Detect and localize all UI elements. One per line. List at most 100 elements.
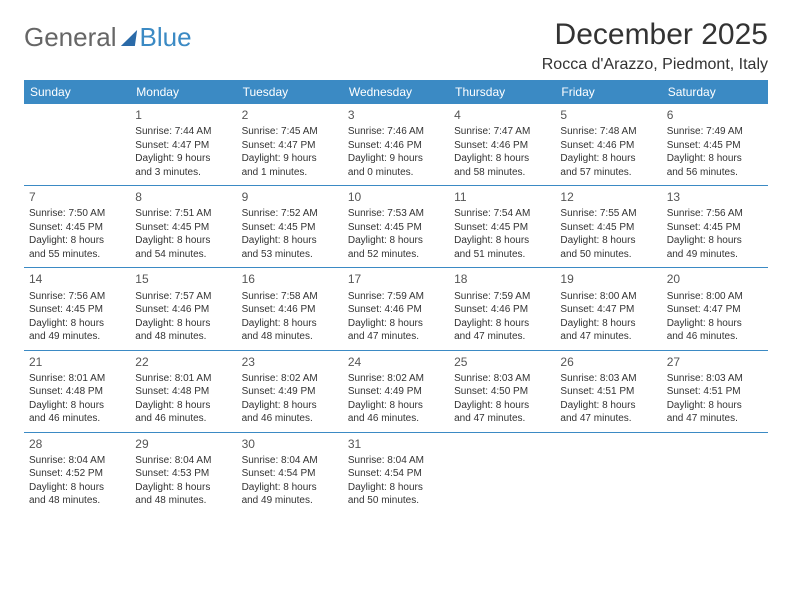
day-detail-line: and 46 minutes. <box>135 412 231 426</box>
day-detail-line: and 50 minutes. <box>348 494 444 508</box>
day-detail-line: Sunset: 4:45 PM <box>560 221 656 235</box>
calendar-head: SundayMondayTuesdayWednesdayThursdayFrid… <box>24 80 768 104</box>
day-number: 18 <box>454 271 550 287</box>
day-detail-line: Sunrise: 7:44 AM <box>135 125 231 139</box>
day-detail-line: Daylight: 8 hours <box>242 317 338 331</box>
day-detail-line: Daylight: 8 hours <box>29 399 125 413</box>
day-detail-line: and 46 minutes. <box>667 330 763 344</box>
day-detail-line: Sunset: 4:47 PM <box>667 303 763 317</box>
day-detail-line: Sunset: 4:45 PM <box>348 221 444 235</box>
calendar-day-empty <box>555 432 661 514</box>
day-detail-line: Sunrise: 7:49 AM <box>667 125 763 139</box>
day-detail-line: Daylight: 8 hours <box>29 234 125 248</box>
day-number: 4 <box>454 107 550 123</box>
calendar-day: 27Sunrise: 8:03 AMSunset: 4:51 PMDayligh… <box>662 350 768 432</box>
calendar-table: SundayMondayTuesdayWednesdayThursdayFrid… <box>24 80 768 514</box>
day-detail-line: and 48 minutes. <box>135 330 231 344</box>
day-detail-line: Sunrise: 8:03 AM <box>454 372 550 386</box>
day-detail-line: Sunset: 4:48 PM <box>29 385 125 399</box>
calendar-day-empty <box>449 432 555 514</box>
day-number: 8 <box>135 189 231 205</box>
calendar-day: 17Sunrise: 7:59 AMSunset: 4:46 PMDayligh… <box>343 268 449 350</box>
day-number: 29 <box>135 436 231 452</box>
calendar-day: 20Sunrise: 8:00 AMSunset: 4:47 PMDayligh… <box>662 268 768 350</box>
day-number: 28 <box>29 436 125 452</box>
day-detail-line: Sunset: 4:46 PM <box>348 303 444 317</box>
day-detail-line: Sunset: 4:48 PM <box>135 385 231 399</box>
day-detail-line: Sunset: 4:50 PM <box>454 385 550 399</box>
day-detail-line: Sunset: 4:46 PM <box>454 303 550 317</box>
day-number: 13 <box>667 189 763 205</box>
day-detail-line: Daylight: 8 hours <box>454 152 550 166</box>
day-detail-line: Sunrise: 7:52 AM <box>242 207 338 221</box>
calendar-day: 19Sunrise: 8:00 AMSunset: 4:47 PMDayligh… <box>555 268 661 350</box>
calendar-day: 6Sunrise: 7:49 AMSunset: 4:45 PMDaylight… <box>662 104 768 186</box>
calendar-week: 28Sunrise: 8:04 AMSunset: 4:52 PMDayligh… <box>24 432 768 514</box>
calendar-day: 25Sunrise: 8:03 AMSunset: 4:50 PMDayligh… <box>449 350 555 432</box>
day-detail-line: Sunset: 4:47 PM <box>135 139 231 153</box>
day-detail-line: Sunrise: 7:51 AM <box>135 207 231 221</box>
day-detail-line: Sunrise: 7:50 AM <box>29 207 125 221</box>
day-detail-line: and 47 minutes. <box>454 412 550 426</box>
day-detail-line: and 47 minutes. <box>454 330 550 344</box>
day-detail-line: Sunset: 4:45 PM <box>667 139 763 153</box>
calendar-body: 1Sunrise: 7:44 AMSunset: 4:47 PMDaylight… <box>24 104 768 514</box>
day-detail-line: and 47 minutes. <box>348 330 444 344</box>
calendar-day: 5Sunrise: 7:48 AMSunset: 4:46 PMDaylight… <box>555 104 661 186</box>
day-detail-line: Daylight: 8 hours <box>454 234 550 248</box>
day-detail-line: Daylight: 8 hours <box>29 317 125 331</box>
day-number: 26 <box>560 354 656 370</box>
day-detail-line: Sunset: 4:45 PM <box>135 221 231 235</box>
day-detail-line: Sunrise: 8:03 AM <box>560 372 656 386</box>
day-detail-line: Sunset: 4:49 PM <box>242 385 338 399</box>
day-detail-line: Sunset: 4:46 PM <box>348 139 444 153</box>
calendar-day: 8Sunrise: 7:51 AMSunset: 4:45 PMDaylight… <box>130 186 236 268</box>
location-subtitle: Rocca d'Arazzo, Piedmont, Italy <box>542 56 768 74</box>
day-detail-line: Sunset: 4:51 PM <box>560 385 656 399</box>
day-detail-line: Sunrise: 8:00 AM <box>560 290 656 304</box>
day-detail-line: Daylight: 8 hours <box>135 481 231 495</box>
calendar-day: 30Sunrise: 8:04 AMSunset: 4:54 PMDayligh… <box>237 432 343 514</box>
day-header: Wednesday <box>343 80 449 104</box>
day-detail-line: Sunrise: 7:58 AM <box>242 290 338 304</box>
day-detail-line: Sunrise: 7:53 AM <box>348 207 444 221</box>
day-header: Saturday <box>662 80 768 104</box>
day-detail-line: Sunset: 4:45 PM <box>29 221 125 235</box>
day-detail-line: Daylight: 8 hours <box>348 399 444 413</box>
page-header: General Blue December 2025 Rocca d'Arazz… <box>24 18 768 74</box>
day-detail-line: Daylight: 8 hours <box>560 152 656 166</box>
day-detail-line: Daylight: 8 hours <box>135 317 231 331</box>
day-number: 16 <box>242 271 338 287</box>
day-detail-line: Daylight: 8 hours <box>667 152 763 166</box>
day-detail-line: Sunrise: 8:04 AM <box>348 454 444 468</box>
day-detail-line: Sunrise: 8:02 AM <box>348 372 444 386</box>
day-detail-line: Sunrise: 7:56 AM <box>29 290 125 304</box>
day-detail-line: Sunset: 4:45 PM <box>29 303 125 317</box>
day-detail-line: Sunset: 4:51 PM <box>667 385 763 399</box>
calendar-day: 31Sunrise: 8:04 AMSunset: 4:54 PMDayligh… <box>343 432 449 514</box>
day-number: 1 <box>135 107 231 123</box>
day-number: 22 <box>135 354 231 370</box>
calendar-day: 18Sunrise: 7:59 AMSunset: 4:46 PMDayligh… <box>449 268 555 350</box>
day-detail-line: Daylight: 8 hours <box>242 234 338 248</box>
logo: General Blue <box>24 22 192 53</box>
day-detail-line: and 46 minutes. <box>348 412 444 426</box>
calendar-week: 14Sunrise: 7:56 AMSunset: 4:45 PMDayligh… <box>24 268 768 350</box>
calendar-day: 4Sunrise: 7:47 AMSunset: 4:46 PMDaylight… <box>449 104 555 186</box>
day-detail-line: Sunset: 4:45 PM <box>667 221 763 235</box>
day-number: 2 <box>242 107 338 123</box>
day-detail-line: Sunset: 4:46 PM <box>135 303 231 317</box>
calendar-day: 1Sunrise: 7:44 AMSunset: 4:47 PMDaylight… <box>130 104 236 186</box>
calendar-day: 22Sunrise: 8:01 AMSunset: 4:48 PMDayligh… <box>130 350 236 432</box>
calendar-day: 16Sunrise: 7:58 AMSunset: 4:46 PMDayligh… <box>237 268 343 350</box>
day-detail-line: Daylight: 8 hours <box>454 317 550 331</box>
day-number: 11 <box>454 189 550 205</box>
calendar-day: 11Sunrise: 7:54 AMSunset: 4:45 PMDayligh… <box>449 186 555 268</box>
day-detail-line: Sunset: 4:49 PM <box>348 385 444 399</box>
day-detail-line: and 48 minutes. <box>135 494 231 508</box>
day-number: 15 <box>135 271 231 287</box>
calendar-week: 21Sunrise: 8:01 AMSunset: 4:48 PMDayligh… <box>24 350 768 432</box>
day-detail-line: Sunrise: 8:03 AM <box>667 372 763 386</box>
day-detail-line: Sunrise: 8:04 AM <box>135 454 231 468</box>
day-detail-line: and 49 minutes. <box>667 248 763 262</box>
